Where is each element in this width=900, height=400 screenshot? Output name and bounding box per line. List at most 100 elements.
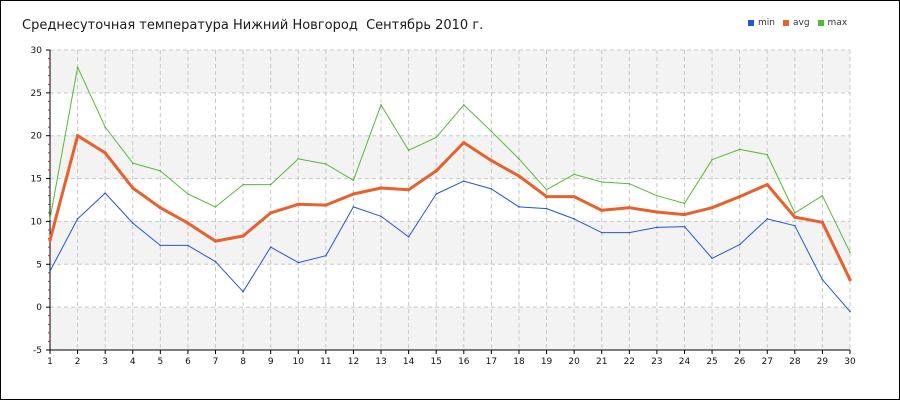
x-tick-label: 1 [47, 357, 53, 367]
data-point-avg [75, 134, 80, 138]
y-tick-label: -5 [33, 346, 42, 356]
chart-legend: min avg max [748, 16, 855, 30]
x-tick-label: 23 [651, 357, 662, 367]
data-point-max [683, 202, 686, 205]
x-tick-label: 4 [130, 357, 136, 367]
data-point-max [849, 251, 851, 254]
data-point-avg [682, 212, 687, 217]
data-point-min [76, 218, 79, 220]
data-point-avg [103, 151, 107, 155]
x-tick-label: 16 [458, 357, 470, 367]
series-line-avg [48, 134, 852, 281]
data-point-max [76, 66, 79, 68]
y-tick-label: 25 [31, 89, 42, 99]
data-point-avg [489, 158, 493, 163]
data-point-avg [407, 188, 411, 192]
data-point-max [131, 162, 134, 164]
data-point-max [518, 158, 520, 160]
x-tick-label: 15 [430, 357, 441, 367]
x-tick-label: 10 [293, 357, 305, 367]
data-point-min [297, 261, 300, 264]
data-point-min [242, 290, 244, 293]
data-point-min [187, 244, 189, 247]
x-tick-label: 30 [844, 357, 856, 367]
data-point-min [711, 257, 713, 260]
data-point-min [435, 193, 438, 195]
x-tick-label: 24 [679, 357, 691, 367]
data-point-min [462, 180, 465, 182]
data-point-min [490, 188, 493, 190]
data-point-max [187, 193, 189, 195]
data-point-min [628, 231, 631, 234]
data-point-max [352, 179, 355, 182]
data-point-avg [517, 174, 521, 178]
x-tick-label: 12 [348, 357, 359, 367]
data-point-avg [324, 203, 328, 207]
legend-swatch-min [748, 20, 754, 26]
x-tick-label: 3 [102, 357, 108, 367]
data-point-avg [738, 194, 742, 199]
data-point-avg [765, 182, 769, 187]
data-point-max [407, 149, 410, 152]
y-tick-label: 30 [31, 46, 43, 56]
x-tick-label: 7 [213, 357, 219, 367]
legend-label-min: min [758, 18, 775, 28]
data-point-max [462, 104, 465, 106]
data-point-avg [710, 206, 714, 210]
data-point-avg [296, 202, 300, 206]
x-tick-label: 21 [596, 357, 607, 367]
data-point-avg [793, 215, 797, 219]
data-point-max [738, 148, 741, 151]
data-point-max [573, 173, 575, 176]
data-point-max [435, 136, 438, 139]
data-point-min [380, 215, 382, 218]
data-point-avg [48, 238, 52, 242]
data-point-max [159, 170, 162, 172]
x-tick-label: 28 [789, 357, 801, 367]
data-point-max [49, 218, 51, 220]
data-point-avg [434, 169, 438, 173]
data-point-min [766, 218, 769, 220]
x-tick-label: 19 [541, 357, 553, 367]
y-tick-label: 15 [31, 175, 42, 185]
legend-item-max: max [817, 18, 847, 28]
data-point-avg [848, 278, 852, 282]
data-point-max [104, 126, 106, 128]
x-tick-label: 13 [375, 357, 386, 367]
data-point-max [545, 188, 548, 191]
legend-swatch-max [817, 20, 824, 26]
x-tick-label: 22 [624, 357, 635, 367]
grid-band [50, 50, 850, 93]
data-point-min [545, 207, 548, 210]
y-tick-label: 20 [31, 132, 43, 142]
x-tick-label: 18 [513, 357, 525, 367]
data-point-min [794, 224, 796, 227]
data-point-min [683, 225, 686, 228]
data-point-min [518, 206, 520, 208]
data-point-avg [655, 210, 659, 214]
y-tick-label: 10 [31, 217, 43, 227]
data-point-max [711, 158, 713, 161]
data-point-max [794, 212, 796, 214]
data-point-min [352, 206, 355, 208]
data-point-avg [462, 140, 466, 145]
data-point-max [242, 183, 244, 186]
data-point-avg [572, 194, 576, 199]
data-point-min [214, 260, 217, 263]
data-point-min [49, 270, 51, 272]
grid-band [50, 307, 850, 350]
data-point-avg [241, 234, 245, 238]
y-tick-label: 5 [36, 260, 42, 270]
data-point-min [104, 192, 106, 194]
data-point-min [159, 244, 162, 247]
data-point-max [269, 183, 272, 186]
data-point-min [738, 243, 741, 246]
data-point-avg [627, 206, 631, 210]
data-point-max [656, 194, 658, 197]
data-point-avg [158, 206, 162, 210]
x-tick-label: 26 [734, 357, 746, 367]
series-line-max [49, 66, 851, 253]
data-point-avg [600, 208, 604, 212]
data-point-min [269, 246, 272, 248]
